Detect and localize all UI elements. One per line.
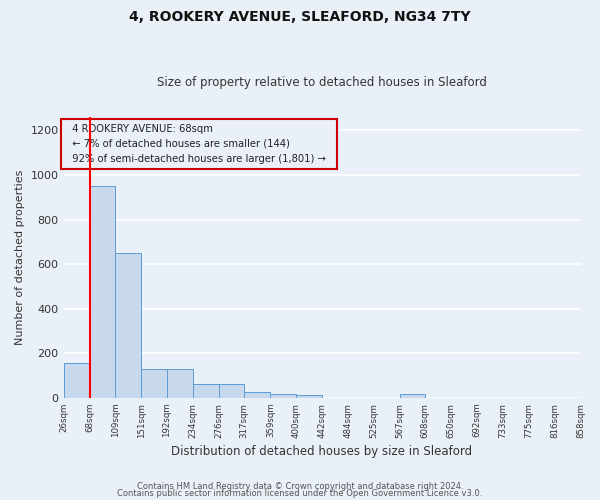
Bar: [219, 384, 244, 398]
Y-axis label: Number of detached properties: Number of detached properties: [15, 170, 25, 345]
Text: Contains HM Land Registry data © Crown copyright and database right 2024.: Contains HM Land Registry data © Crown c…: [137, 482, 463, 491]
Text: 4 ROOKERY AVENUE: 68sqm  
  ← 7% of detached houses are smaller (144)  
  92% of: 4 ROOKERY AVENUE: 68sqm ← 7% of detached…: [66, 124, 332, 164]
Bar: [89, 186, 115, 398]
Bar: [167, 369, 193, 398]
Title: Size of property relative to detached houses in Sleaford: Size of property relative to detached ho…: [157, 76, 487, 90]
Bar: [271, 394, 296, 398]
Bar: [141, 369, 167, 398]
Bar: [244, 392, 271, 398]
Bar: [400, 394, 425, 398]
X-axis label: Distribution of detached houses by size in Sleaford: Distribution of detached houses by size …: [172, 444, 473, 458]
Bar: [64, 364, 89, 398]
Bar: [193, 384, 219, 398]
Text: Contains public sector information licensed under the Open Government Licence v3: Contains public sector information licen…: [118, 490, 482, 498]
Text: 4, ROOKERY AVENUE, SLEAFORD, NG34 7TY: 4, ROOKERY AVENUE, SLEAFORD, NG34 7TY: [129, 10, 471, 24]
Bar: [296, 395, 322, 398]
Bar: [115, 253, 141, 398]
